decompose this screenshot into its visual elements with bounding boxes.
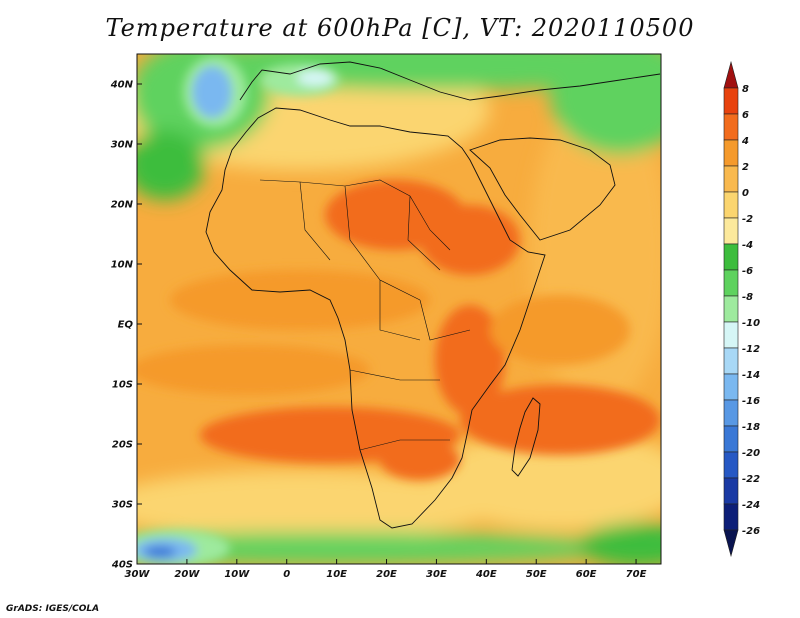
europe-coastline	[239, 61, 661, 101]
africa-coastline	[205, 107, 546, 529]
colorbar-swatch	[723, 451, 739, 479]
colorbar-label: -14	[742, 370, 760, 381]
colorbar-label: -22	[742, 474, 760, 485]
lon-tick-label: 20E	[376, 569, 397, 580]
colorbar-swatch	[723, 269, 739, 297]
colorbar-label: -2	[742, 214, 753, 225]
temperature-field	[137, 54, 661, 564]
colorbar-swatch	[723, 217, 739, 245]
colorbar-label: -4	[742, 240, 753, 251]
colorbar-swatch	[723, 139, 739, 167]
colorbar-label: 4	[741, 136, 749, 147]
lat-tick-label: 30S	[112, 500, 133, 511]
lon-tick-label: 50E	[526, 569, 547, 580]
colorbar-swatch	[723, 425, 739, 453]
colorbar-label: 8	[742, 84, 749, 95]
colorbar-label: -6	[742, 266, 753, 277]
grads-credit: GrADS: IGES/COLA	[6, 604, 100, 614]
colorbar-swatch	[723, 477, 739, 505]
colorbar-swatch	[723, 529, 739, 558]
lat-tick-label: 40S	[111, 560, 133, 571]
coastlines	[205, 61, 661, 529]
colorbar-swatch	[723, 165, 739, 193]
lat-tick-label: 30N	[111, 140, 134, 151]
lat-tick-label: 10N	[111, 260, 134, 271]
colorbar-label: 0	[742, 188, 749, 199]
lon-tick-label: 30W	[125, 569, 151, 580]
lon-tick-label: 20W	[174, 569, 200, 580]
colorbar-label: 6	[742, 110, 749, 121]
colorbar-label: -18	[742, 422, 760, 433]
lon-tick-label: 60E	[576, 569, 597, 580]
colorbar-swatch	[723, 373, 739, 401]
lat-tick-label: 20N	[111, 200, 134, 211]
latitude-axis: 40N 30N 20N 10N EQ 10S 20S 30S 40S	[110, 80, 142, 571]
colorbar-label: -24	[742, 500, 760, 511]
colorbar-swatch	[723, 60, 739, 89]
colorbar-label: -16	[742, 396, 760, 407]
madagascar-coastline	[511, 397, 541, 477]
map-title: Temperature at 600hPa [C], VT: 202011050…	[105, 14, 695, 42]
lon-tick-label: 10W	[224, 569, 250, 580]
lat-tick-label: 10S	[112, 380, 133, 391]
arabia-coastline	[469, 137, 616, 241]
colorbar-swatch	[723, 113, 739, 141]
lat-tick-label: 40N	[110, 80, 134, 91]
lon-tick-label: 10E	[326, 569, 347, 580]
colorbar-label: -20	[742, 448, 760, 459]
colorbar-swatch	[723, 321, 739, 349]
colorbar-swatch	[723, 87, 739, 115]
lon-tick-label: 30E	[426, 569, 447, 580]
colorbar: 8 6 4 2 0 -2 -4 -6 -8 -10 -12 -14 -16 -18 -20 -22 -24 -26	[723, 60, 760, 558]
colorbar-swatch	[723, 347, 739, 375]
colorbar-label: -10	[742, 318, 760, 329]
lat-tick-label: EQ	[118, 320, 134, 331]
colorbar-label: -12	[742, 344, 760, 355]
country-borders	[259, 179, 471, 451]
colorbar-swatch	[723, 399, 739, 427]
colorbar-swatch	[723, 191, 739, 219]
lon-tick-label: 40E	[475, 569, 497, 580]
colorbar-swatch	[723, 295, 739, 323]
colorbar-label: -26	[742, 526, 760, 537]
colorbar-swatch	[723, 243, 739, 271]
plot-frame	[136, 53, 662, 565]
lon-tick-label: 70E	[626, 569, 647, 580]
colorbar-label: 2	[742, 162, 749, 173]
longitude-axis: 30W 20W 10W 0 10E 20E 30E 40E 50E 60E 70E	[125, 559, 647, 580]
colorbar-label: -8	[742, 292, 753, 303]
lat-tick-label: 20S	[112, 440, 133, 451]
colorbar-swatch	[723, 503, 739, 531]
lon-tick-label: 0	[283, 569, 290, 580]
